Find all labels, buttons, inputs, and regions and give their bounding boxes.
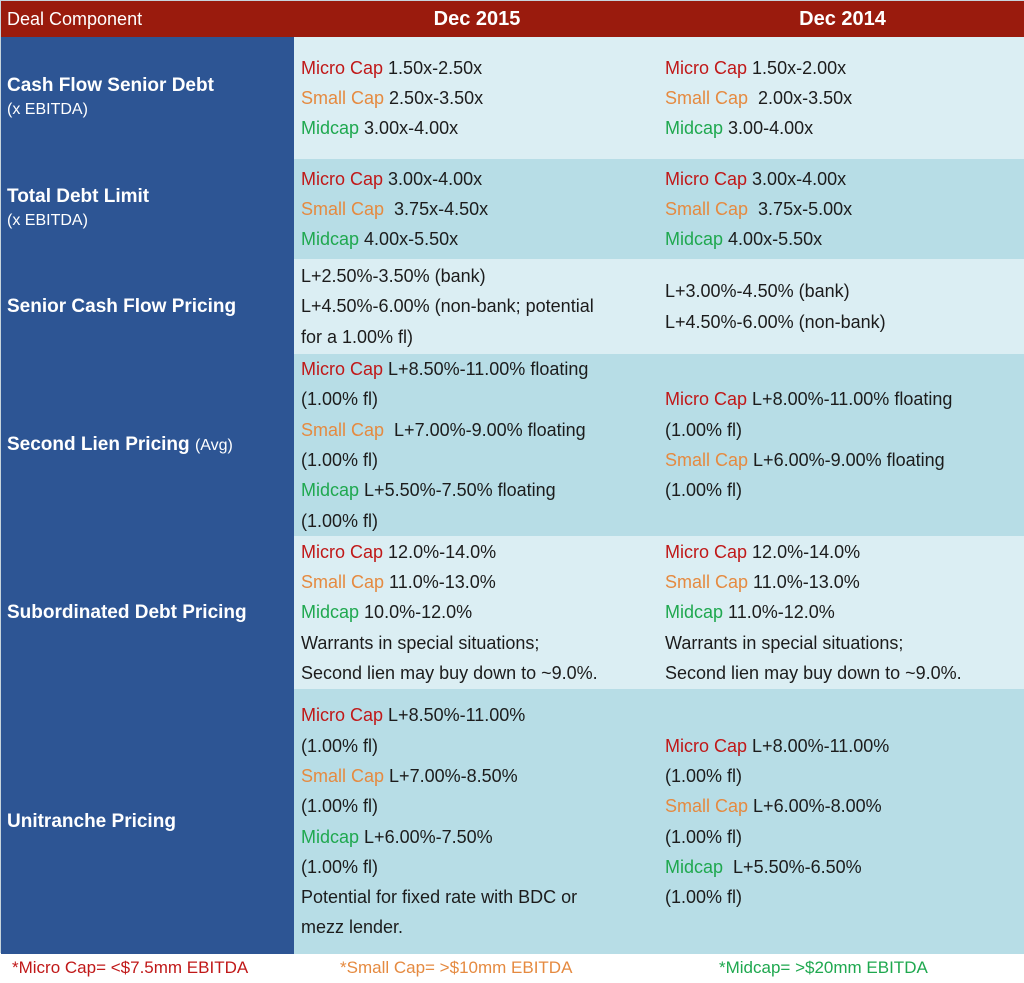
cell-dec2015: Micro Cap 12.0%-14.0% Small Cap 11.0%-13… [294,536,664,689]
cell-dec2014: Micro Cap 12.0%-14.0% Small Cap 11.0%-13… [664,536,1024,689]
cell-dec2014: Micro Cap 1.50x-2.00x Small Cap 2.00x-3.… [664,37,1024,159]
row-label-unitranche-pricing: Unitranche Pricing [1,689,294,954]
cell-dec2014: Micro Cap 3.00x-4.00x Small Cap 3.75x-5.… [664,159,1024,259]
row-label-senior-cash-flow-pricing: Senior Cash Flow Pricing [1,259,294,354]
cell-dec2014: Micro Cap L+8.00%-11.00% floating (1.00%… [664,354,1024,536]
cell-dec2014: Micro Cap L+8.00%-11.00% (1.00% fl) Smal… [664,689,1024,954]
header-deal-component: Deal Component [7,9,143,29]
cell-dec2015: Micro Cap L+8.50%-11.00% floating (1.00%… [294,354,664,536]
header-dec-2014: Dec 2014 [799,8,886,30]
row-label-second-lien-pricing: Second Lien Pricing (Avg) [1,354,294,536]
footnote-micro-cap: *Micro Cap= <$7.5mm EBITDA [12,958,249,977]
footnote-small-cap: *Small Cap= >$10mm EBITDA [340,958,573,977]
row-label-total-debt-limit: Total Debt Limit (x EBITDA) [1,159,294,259]
table-row: Cash Flow Senior Debt (x EBITDA) Micro C… [1,37,1024,159]
header-dec-2015: Dec 2015 [433,8,521,30]
row-label-subordinated-debt-pricing: Subordinated Debt Pricing [1,536,294,689]
footnote-midcap: *Midcap= >$20mm EBITDA [719,958,928,977]
row-label-cash-flow-senior-debt: Cash Flow Senior Debt (x EBITDA) [1,37,294,159]
cell-dec2015: Micro Cap 3.00x-4.00x Small Cap 3.75x-4.… [294,159,664,259]
table-row: Total Debt Limit (x EBITDA) Micro Cap 3.… [1,159,1024,259]
deal-terms-table: Deal Component Dec 2015 Dec 2014 Cash Fl… [0,0,1024,954]
cell-dec2015: Micro Cap L+8.50%-11.00% (1.00% fl) Smal… [294,689,664,954]
table-row: Second Lien Pricing (Avg) Micro Cap L+8.… [1,354,1024,536]
table-header: Deal Component Dec 2015 Dec 2014 [1,1,1024,37]
cell-dec2015: Micro Cap 1.50x-2.50x Small Cap 2.50x-3.… [294,37,664,159]
table-row: Senior Cash Flow Pricing L+2.50%-3.50% (… [1,259,1024,354]
table-row: Subordinated Debt Pricing Micro Cap 12.0… [1,536,1024,689]
cell-dec2015: L+2.50%-3.50% (bank) L+4.50%-6.00% (non-… [294,259,664,354]
table-row: Unitranche Pricing Micro Cap L+8.50%-11.… [1,689,1024,954]
cell-dec2014: L+3.00%-4.50% (bank) L+4.50%-6.00% (non-… [664,259,1024,354]
